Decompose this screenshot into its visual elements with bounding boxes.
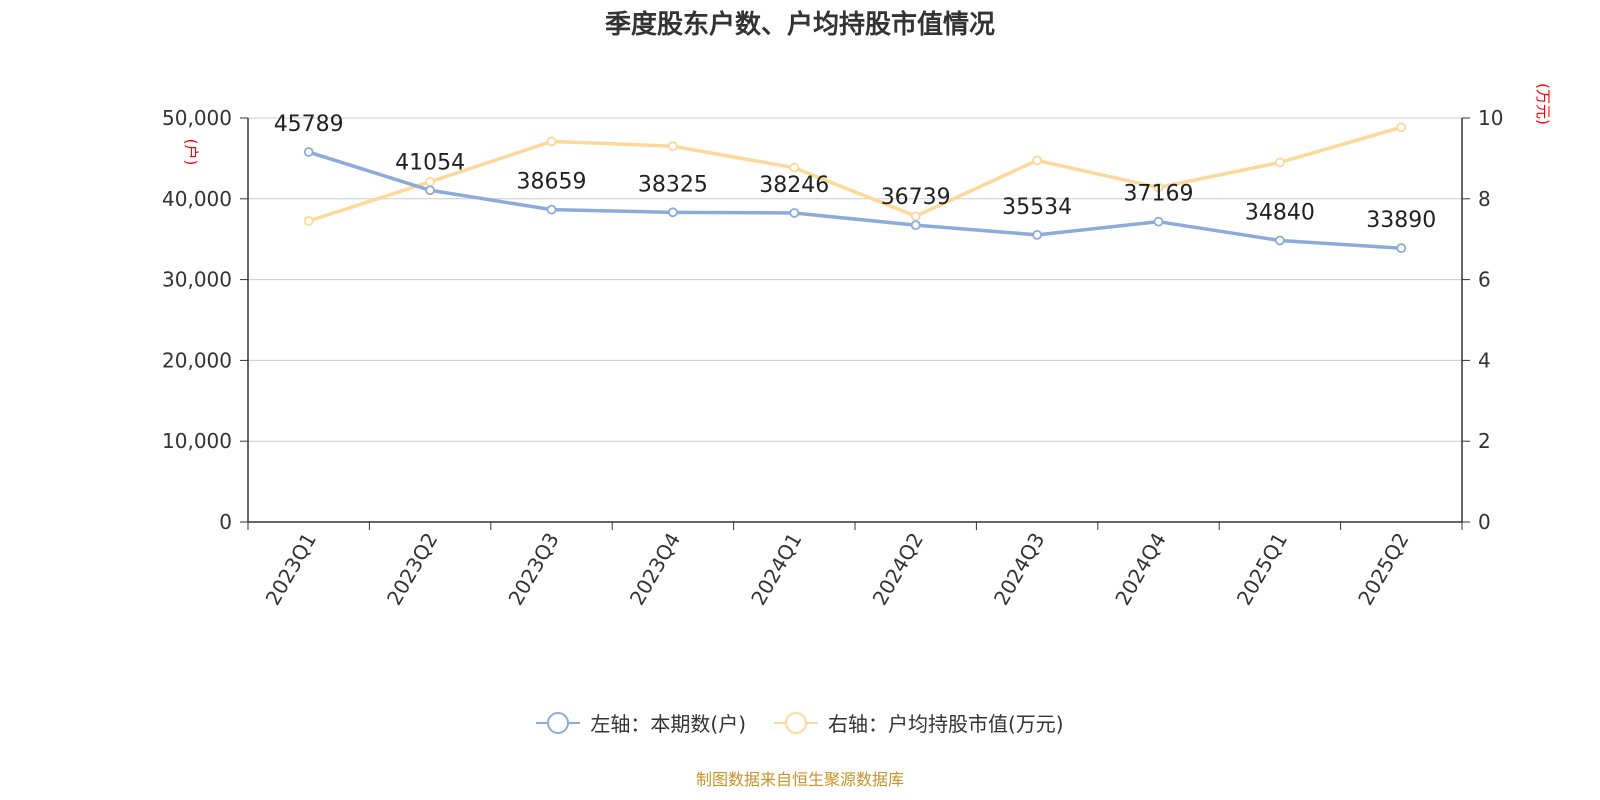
left-series-point [1275, 235, 1285, 246]
left-series-point [1153, 216, 1164, 227]
right-series-point [425, 176, 436, 187]
data-labels: 45789 41054 38659 38325 38246 36739 35534 37169… [274, 112, 1437, 233]
data-label: 41054 [395, 150, 465, 175]
left-series-line [308, 150, 1402, 250]
x-tick-label: 2025Q1 [1232, 529, 1292, 610]
x-tick-label: 2024Q3 [989, 529, 1049, 610]
x-tick-label: 2023Q1 [261, 529, 321, 610]
right-tick-label: 2 [1478, 429, 1491, 453]
left-series-point [425, 185, 436, 196]
source-note: 制图数据来自恒生聚源数据库 [695, 770, 904, 789]
right-series-point [546, 136, 557, 147]
data-label: 37169 [1124, 182, 1194, 207]
left-tick-label: 10,000 [162, 429, 232, 453]
left-series-point [789, 208, 800, 218]
right-series-point [1153, 182, 1164, 193]
grid-lines [248, 117, 1462, 442]
right-series-point [1032, 155, 1042, 166]
data-label: 35534 [1002, 195, 1072, 220]
right-tick-label: 4 [1478, 348, 1491, 372]
right-tick-label: 10 [1478, 106, 1503, 130]
left-tick-label: 30,000 [162, 268, 232, 292]
legend-item-right-series[interactable]: 右轴：户均持股市值(万元) [774, 708, 1064, 737]
left-series-point [668, 207, 678, 218]
left-tick-label: 0 [219, 510, 232, 534]
data-label: 33890 [1366, 208, 1436, 233]
data-label: 38659 [517, 170, 587, 195]
left-series-point [1396, 243, 1407, 254]
right-series-point [303, 216, 314, 226]
x-tick-label: 2023Q2 [382, 529, 442, 610]
axes: 0 0 10,000 2 20,000 4 30,000 6 40,000 8 50,000 10 (户… [162, 83, 1552, 609]
left-tick-label: 20,000 [162, 348, 232, 372]
left-series-point [910, 220, 921, 231]
left-series-point [546, 204, 557, 215]
right-series-point [910, 211, 921, 222]
legend-label-right: 右轴：户均持股市值(万元) [828, 712, 1064, 736]
x-tick-label: 2023Q3 [503, 529, 563, 610]
left-tick-label: 50,000 [162, 106, 232, 130]
x-tick-label: 2024Q1 [746, 529, 806, 610]
right-series-line [308, 125, 1402, 223]
series [303, 122, 1407, 254]
x-tick-label: 2023Q4 [625, 529, 685, 610]
x-tick-label: 2024Q4 [1110, 529, 1170, 610]
data-label: 45789 [274, 112, 344, 137]
chart-title: 季度股东户数、户均持股市值情况 [604, 10, 995, 40]
legend-label-left: 左轴：本期数(户) [590, 712, 746, 736]
data-label: 38325 [638, 172, 708, 197]
right-series-point [789, 162, 800, 173]
right-tick-label: 8 [1478, 187, 1491, 211]
right-series-point [1275, 157, 1285, 168]
x-tick-label: 2024Q2 [868, 529, 928, 610]
right-series-point [1396, 122, 1407, 133]
legend: 左轴：本期数(户) 右轴：户均持股市值(万元) [0, 708, 1600, 737]
right-series-point [668, 141, 678, 152]
left-tick-label: 40,000 [162, 187, 232, 211]
left-series-point [1032, 229, 1042, 240]
legend-swatch-right [774, 711, 818, 735]
data-label: 36739 [881, 185, 951, 210]
x-tick-label: 2025Q2 [1353, 529, 1413, 610]
data-label: 34840 [1245, 200, 1315, 225]
legend-swatch-left [536, 711, 581, 735]
legend-item-left-series[interactable]: 左轴：本期数(户) [536, 708, 746, 737]
data-label: 38246 [759, 173, 829, 198]
right-tick-label: 6 [1478, 268, 1491, 292]
left-axis-unit: (户) [182, 139, 200, 166]
right-tick-label: 0 [1478, 510, 1491, 534]
left-series-point [303, 147, 314, 157]
right-axis-unit: (万元) [1534, 83, 1552, 125]
